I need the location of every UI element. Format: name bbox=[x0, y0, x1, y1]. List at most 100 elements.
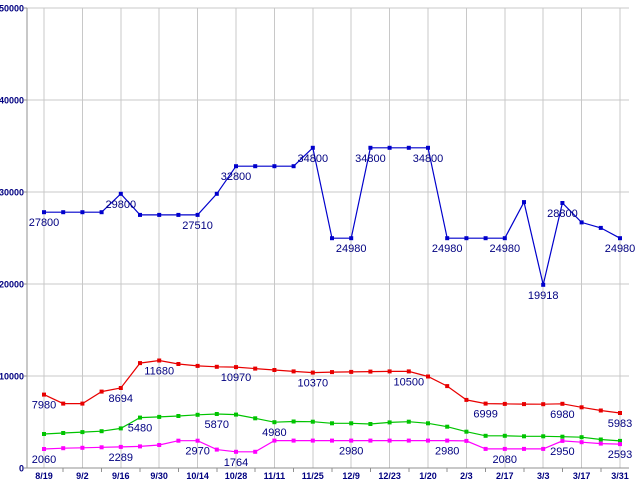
series-red bbox=[42, 358, 622, 415]
series-magenta-marker bbox=[618, 442, 622, 447]
series-blue-marker bbox=[579, 220, 584, 225]
series-blue-marker bbox=[598, 225, 603, 230]
series-red-marker bbox=[253, 366, 258, 371]
series-blue-marker bbox=[61, 210, 66, 215]
data-label: 2080 bbox=[493, 454, 517, 466]
x-tick-label: 1/20 bbox=[419, 471, 437, 480]
series-green-marker bbox=[579, 435, 584, 440]
data-label: 2970 bbox=[185, 446, 209, 458]
series-red-marker bbox=[330, 370, 334, 375]
x-tick-label: 10/14 bbox=[186, 471, 209, 480]
x-tick-label: 3/31 bbox=[611, 471, 629, 480]
series-red-marker bbox=[349, 369, 354, 374]
data-label: 5870 bbox=[205, 419, 229, 431]
data-label: 24980 bbox=[490, 243, 521, 255]
series-red-marker bbox=[445, 384, 450, 389]
series-magenta-marker bbox=[445, 438, 450, 443]
series-red-marker bbox=[138, 361, 142, 366]
series-green-marker bbox=[483, 433, 488, 438]
series-blue-marker bbox=[138, 212, 142, 217]
series-red-marker bbox=[157, 358, 162, 363]
data-label: 27510 bbox=[182, 220, 213, 232]
series-blue-marker bbox=[291, 164, 296, 169]
series-magenta-marker bbox=[234, 449, 238, 454]
x-tick-label: 2/17 bbox=[496, 471, 514, 480]
series-magenta-marker bbox=[330, 438, 334, 443]
series-green-marker bbox=[368, 422, 373, 426]
data-label: 24980 bbox=[605, 243, 636, 255]
series-green-marker bbox=[310, 419, 315, 424]
data-label: 4980 bbox=[262, 427, 286, 439]
series-green-marker bbox=[138, 415, 142, 420]
x-tick-label: 8/19 bbox=[35, 471, 53, 480]
series-blue-marker bbox=[80, 210, 85, 215]
series-magenta-marker bbox=[61, 446, 66, 451]
series-red-marker bbox=[214, 364, 219, 369]
x-tick-label: 10/28 bbox=[225, 471, 248, 480]
data-label: 29800 bbox=[106, 199, 137, 211]
y-tick-label: 10000 bbox=[0, 372, 24, 382]
data-label: 24980 bbox=[432, 243, 463, 255]
series-blue-marker bbox=[445, 236, 450, 241]
series-green bbox=[42, 412, 622, 443]
series-magenta-marker bbox=[406, 438, 411, 443]
series-magenta-data-labels: 2060 2289 2970 1764 2980 2980 2080 2950 2593 bbox=[32, 446, 632, 469]
series-magenta-marker bbox=[118, 444, 123, 449]
series-blue-marker bbox=[349, 236, 354, 241]
series-red-marker bbox=[291, 369, 296, 374]
series-green-marker bbox=[522, 434, 526, 439]
y-tick-label: 40000 bbox=[0, 96, 24, 106]
series-magenta-marker bbox=[560, 438, 565, 443]
series-green-marker bbox=[214, 412, 219, 416]
series-blue-marker bbox=[310, 145, 315, 150]
series-blue-marker bbox=[99, 210, 104, 215]
series-red-marker bbox=[598, 408, 603, 413]
series-green-marker bbox=[291, 419, 296, 424]
series-red-marker bbox=[502, 401, 507, 406]
series-magenta-marker bbox=[598, 441, 603, 446]
data-label: 6980 bbox=[550, 409, 574, 421]
series-magenta-marker bbox=[579, 440, 584, 445]
series-magenta-marker bbox=[195, 438, 200, 443]
series-blue-marker bbox=[214, 191, 219, 196]
series-magenta-marker bbox=[80, 445, 85, 450]
data-label: 2950 bbox=[550, 446, 574, 458]
series-green-marker bbox=[618, 438, 622, 443]
series-red-marker bbox=[42, 392, 46, 397]
series-magenta-marker bbox=[483, 446, 488, 451]
series-red-marker bbox=[541, 402, 546, 407]
x-tick-label: 9/16 bbox=[112, 471, 130, 480]
data-label: 5983 bbox=[608, 418, 632, 430]
series-green-marker bbox=[464, 429, 469, 434]
x-tick-label: 3/17 bbox=[573, 471, 591, 480]
series-blue-marker bbox=[253, 164, 258, 169]
series-red-marker bbox=[99, 389, 104, 394]
series-red-marker bbox=[560, 401, 565, 406]
series-red-data-labels: 7980 8694 11680 10970 10370 10500 6999 6980 5983 bbox=[32, 366, 632, 431]
series-magenta-marker bbox=[426, 438, 430, 443]
y-tick-label: 50000 bbox=[0, 4, 24, 14]
series-magenta-marker bbox=[42, 447, 46, 451]
series-red-marker bbox=[522, 402, 526, 407]
series-blue-marker bbox=[560, 201, 565, 205]
axes bbox=[24, 7, 629, 472]
series-green-marker bbox=[426, 421, 430, 426]
y-tick-label: 30000 bbox=[0, 188, 24, 198]
data-label: 27800 bbox=[29, 217, 60, 229]
series-blue-marker bbox=[234, 164, 238, 169]
series-magenta-marker bbox=[502, 446, 507, 451]
data-label: 2289 bbox=[109, 452, 133, 464]
series-blue-marker bbox=[157, 212, 162, 217]
x-axis-labels: 8/19 9/2 9/16 9/30 10/14 10/28 11/11 11/25 12/9 1… bbox=[35, 471, 629, 480]
series-magenta-marker bbox=[464, 438, 469, 443]
data-label: 2060 bbox=[32, 454, 56, 466]
data-label: 6999 bbox=[473, 409, 497, 421]
series-green-marker bbox=[99, 429, 104, 434]
series-magenta-marker bbox=[176, 438, 181, 443]
data-label: 2593 bbox=[608, 449, 632, 461]
x-tick-label: 9/2 bbox=[76, 471, 89, 480]
series-green-marker bbox=[234, 412, 238, 417]
x-tick-label: 3/3 bbox=[537, 471, 550, 480]
data-label: 34800 bbox=[355, 153, 386, 165]
series-green-marker bbox=[176, 414, 181, 418]
